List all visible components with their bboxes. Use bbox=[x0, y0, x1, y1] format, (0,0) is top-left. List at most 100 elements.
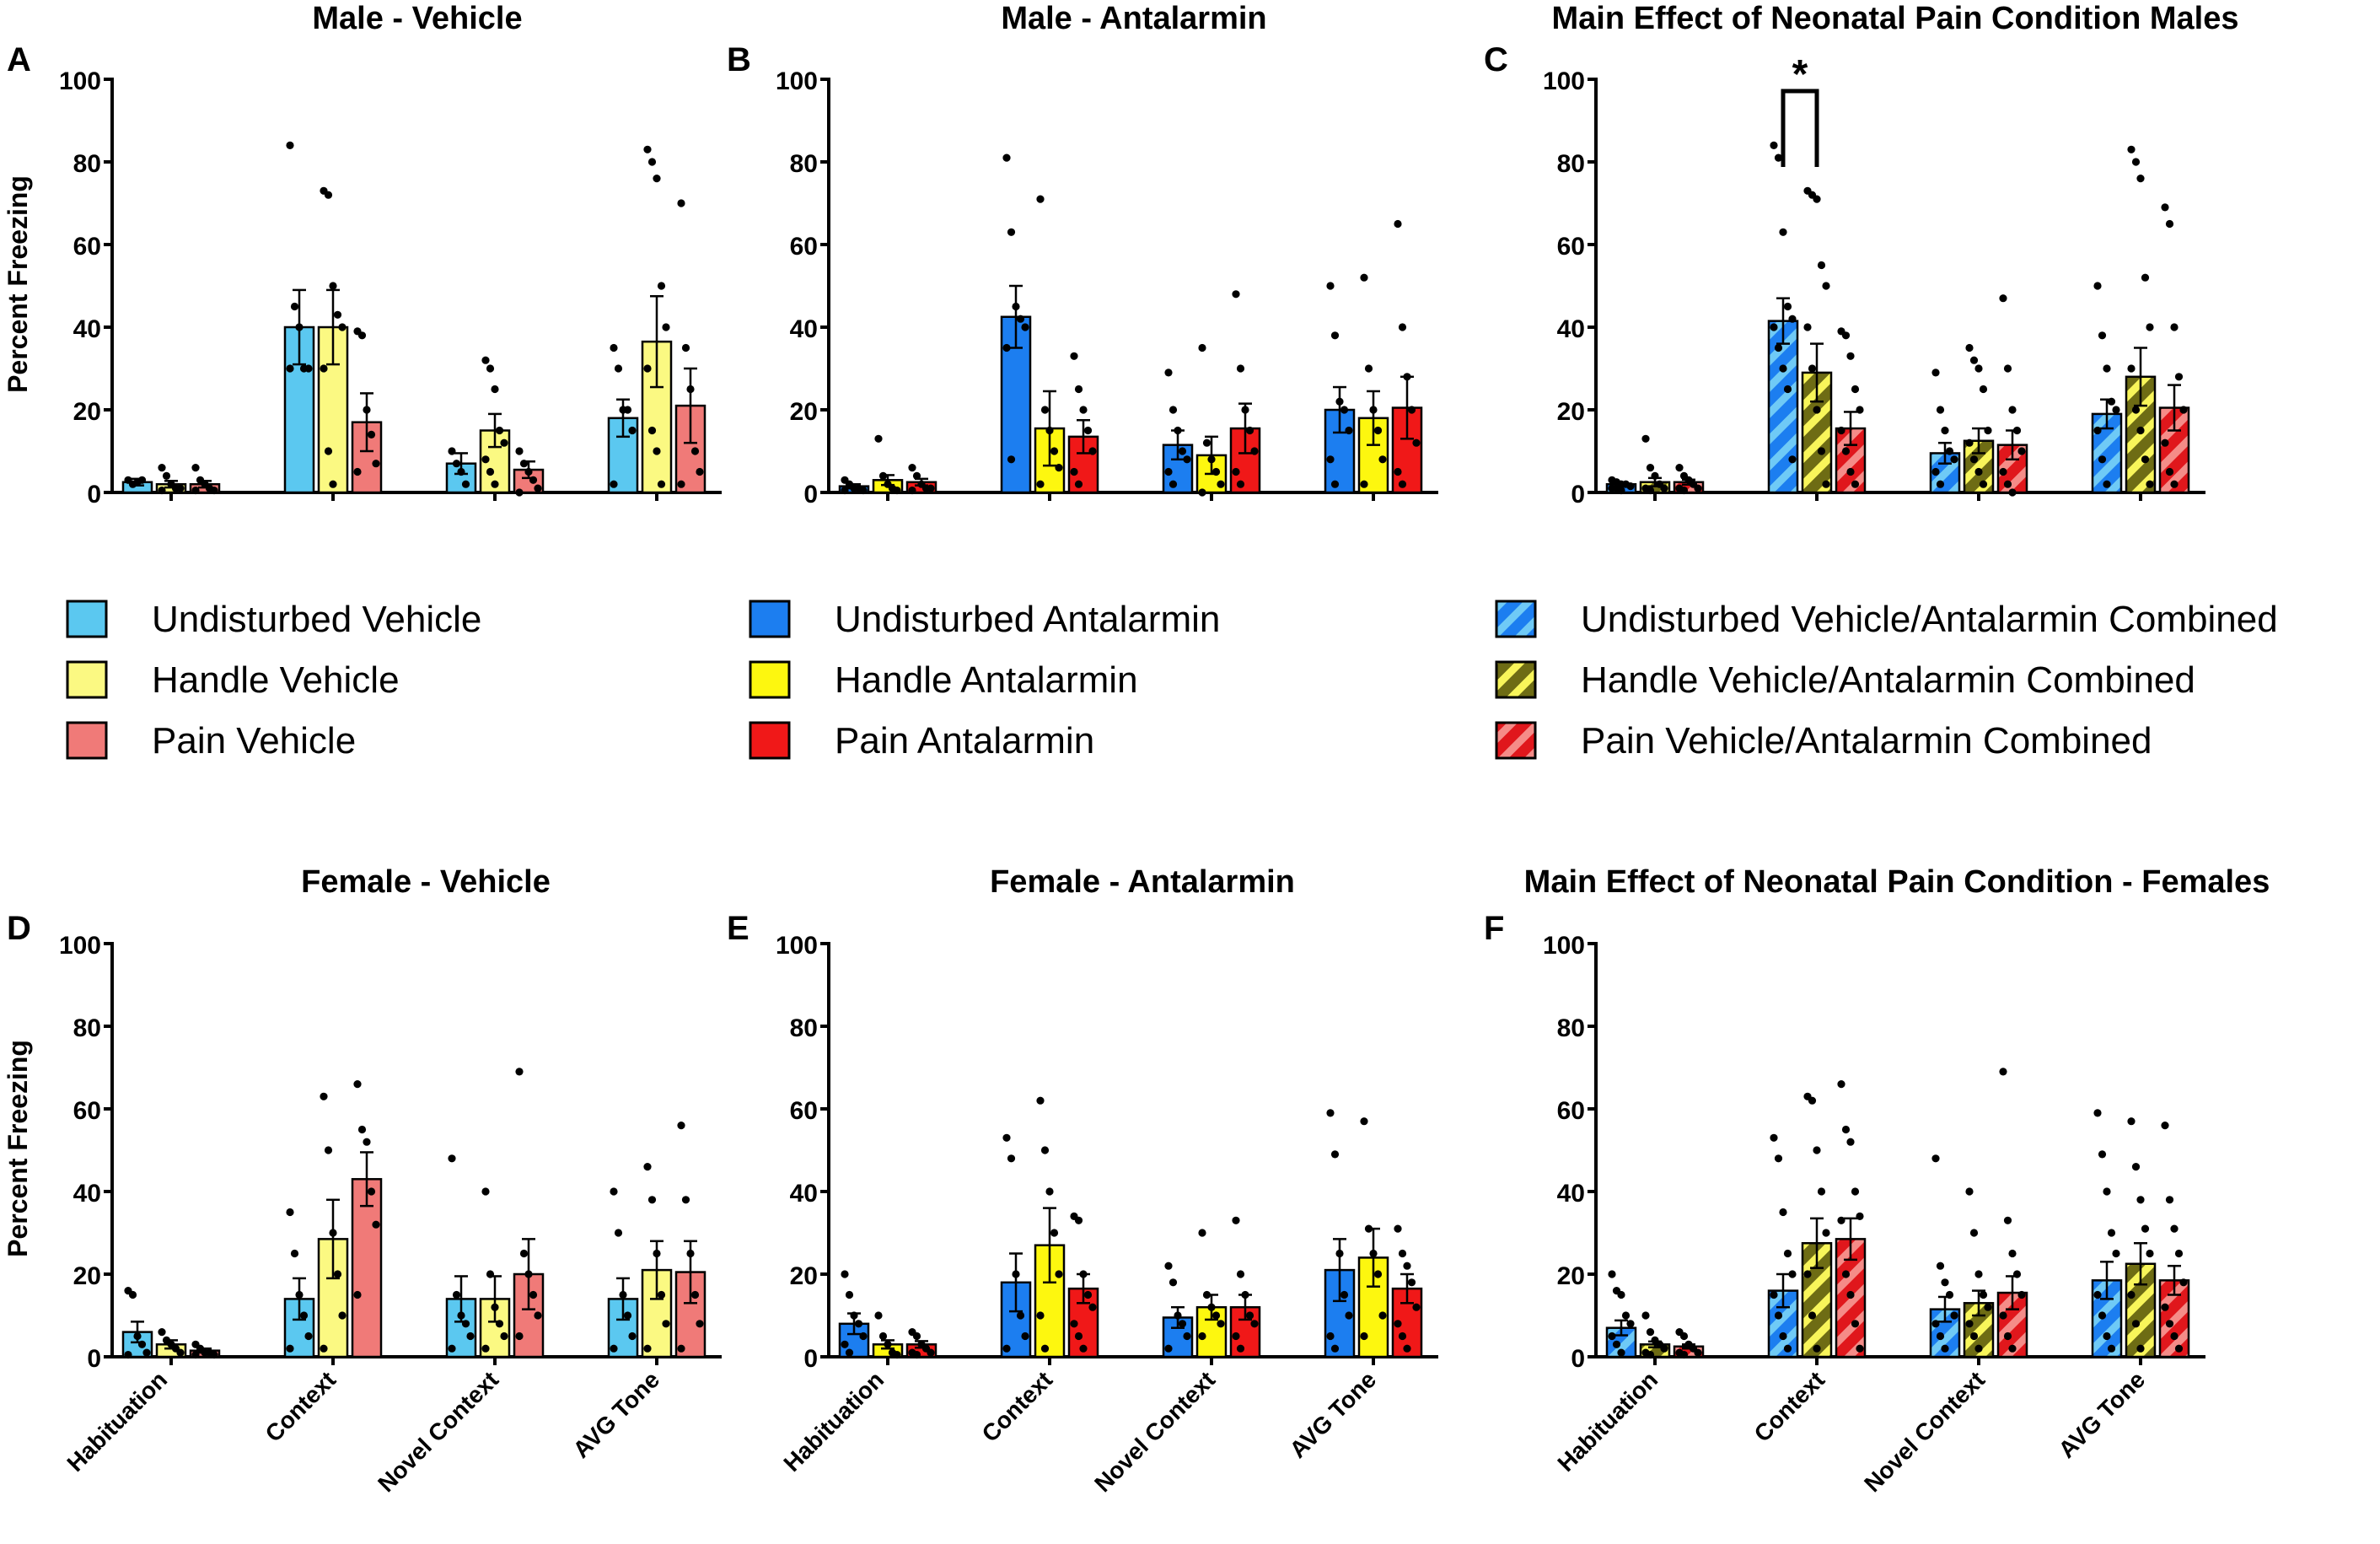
data-point bbox=[1178, 447, 1187, 455]
xtick-label: Context bbox=[977, 1366, 1058, 1447]
data-point bbox=[1813, 406, 1821, 414]
data-point bbox=[191, 486, 200, 495]
data-point bbox=[448, 1154, 456, 1163]
data-point bbox=[1969, 1331, 1979, 1341]
ytick-label: 80 bbox=[73, 1014, 101, 1042]
data-point bbox=[1340, 1290, 1349, 1299]
legend-swatch-handle-vehicle bbox=[66, 660, 108, 699]
data-point bbox=[295, 323, 304, 331]
data-point bbox=[1164, 467, 1173, 476]
data-point bbox=[1646, 1328, 1655, 1337]
ytick-label: 20 bbox=[790, 398, 818, 426]
data-point bbox=[1007, 228, 1016, 236]
ytick-label: 20 bbox=[73, 1262, 101, 1290]
data-point bbox=[1398, 1249, 1407, 1258]
panel-f-title: Main Effect of Neonatal Pain Condition -… bbox=[1524, 864, 2270, 900]
data-point bbox=[1074, 385, 1083, 394]
data-point bbox=[657, 480, 666, 488]
ytick-label: 20 bbox=[73, 398, 101, 426]
data-point bbox=[1183, 1331, 1191, 1341]
data-point bbox=[628, 426, 637, 435]
xtick-label: Novel Context bbox=[1859, 1366, 1990, 1497]
data-point bbox=[1232, 290, 1240, 299]
data-point bbox=[324, 191, 333, 199]
data-point bbox=[1070, 1320, 1078, 1328]
data-point bbox=[845, 1348, 854, 1357]
data-point bbox=[1626, 1320, 1635, 1328]
data-point bbox=[1931, 1320, 1940, 1328]
data-point bbox=[1055, 464, 1063, 472]
data-point bbox=[1936, 406, 1945, 414]
data-point bbox=[2170, 1331, 2179, 1341]
data-point bbox=[912, 471, 921, 481]
data-point bbox=[491, 480, 499, 488]
data-point bbox=[1036, 195, 1045, 203]
data-point bbox=[486, 364, 495, 373]
data-point bbox=[614, 364, 623, 373]
data-point bbox=[1851, 1187, 1860, 1196]
data-point bbox=[908, 486, 916, 495]
data-point bbox=[2136, 426, 2145, 435]
data-point bbox=[1330, 1344, 1340, 1353]
data-point bbox=[1783, 302, 1792, 311]
data-point bbox=[2103, 364, 2111, 373]
data-point bbox=[324, 1146, 333, 1154]
data-point bbox=[619, 1290, 627, 1299]
data-point bbox=[927, 484, 935, 492]
data-point bbox=[1979, 1290, 1988, 1299]
data-point bbox=[1202, 438, 1211, 447]
data-point bbox=[1369, 406, 1378, 414]
data-point bbox=[1974, 364, 1983, 373]
data-point bbox=[1070, 352, 1078, 360]
data-point bbox=[1856, 1212, 1864, 1220]
data-point bbox=[1813, 1344, 1821, 1353]
ytick-label: 100 bbox=[59, 67, 101, 95]
data-point bbox=[363, 1138, 371, 1146]
data-point bbox=[500, 1331, 508, 1341]
data-point bbox=[158, 464, 166, 472]
data-point bbox=[1841, 1270, 1851, 1278]
data-point bbox=[643, 364, 652, 373]
legend: Undisturbed Vehicle Handle Vehicle Pain … bbox=[66, 599, 2278, 761]
ytick-label: 80 bbox=[790, 150, 818, 178]
data-point bbox=[534, 484, 542, 492]
data-point bbox=[290, 302, 299, 311]
data-point bbox=[529, 476, 538, 484]
data-point bbox=[1211, 1311, 1221, 1320]
data-point bbox=[2161, 203, 2169, 212]
panel-d-xticks: Habituation Context Novel Context AVG To… bbox=[62, 1366, 664, 1497]
data-point bbox=[1394, 467, 1402, 476]
data-point bbox=[1021, 323, 1029, 331]
panel-e-title: Female - Antalarmin bbox=[990, 864, 1295, 900]
significance-star: * bbox=[1792, 52, 1808, 97]
data-point bbox=[1326, 455, 1335, 464]
data-point bbox=[1079, 1270, 1088, 1278]
data-point bbox=[452, 1290, 461, 1299]
data-point bbox=[333, 1270, 342, 1278]
data-point bbox=[1846, 352, 1855, 360]
panel-d-title: Female - Vehicle bbox=[301, 864, 551, 900]
data-point bbox=[841, 486, 849, 495]
data-point bbox=[1016, 315, 1025, 323]
data-point bbox=[2003, 1331, 2012, 1341]
ytick-label: 40 bbox=[1557, 1180, 1585, 1208]
data-point bbox=[874, 434, 883, 443]
data-point bbox=[1394, 219, 1402, 229]
data-point bbox=[529, 1290, 538, 1299]
data-point bbox=[1217, 1320, 1225, 1328]
xtick-label: Context bbox=[261, 1366, 341, 1447]
data-point bbox=[320, 1092, 328, 1100]
data-point bbox=[1779, 364, 1787, 373]
data-point bbox=[1241, 1290, 1249, 1299]
data-point bbox=[1626, 482, 1635, 491]
data-point bbox=[1774, 153, 1783, 162]
data-point bbox=[372, 460, 380, 468]
data-point bbox=[1326, 1109, 1335, 1117]
data-point bbox=[681, 1196, 690, 1204]
data-point bbox=[1036, 1311, 1045, 1320]
data-point bbox=[1178, 1320, 1187, 1328]
ytick-label: 80 bbox=[73, 150, 101, 178]
data-point bbox=[2127, 1290, 2136, 1299]
data-point bbox=[286, 141, 294, 149]
data-point bbox=[1965, 1187, 1974, 1196]
